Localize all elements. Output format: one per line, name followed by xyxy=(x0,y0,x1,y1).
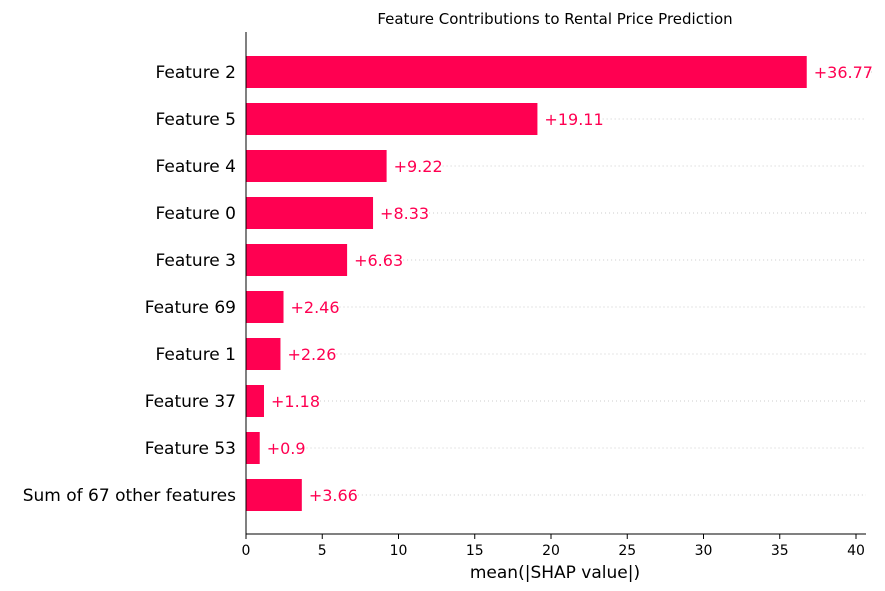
x-tick-label: 35 xyxy=(771,543,789,559)
x-tick-label: 40 xyxy=(847,543,865,559)
y-tick-label: Feature 69 xyxy=(145,298,236,318)
bar-feature-69 xyxy=(246,291,284,323)
value-label: +9.22 xyxy=(394,157,443,176)
value-label: +6.63 xyxy=(354,251,403,270)
value-label: +36.77 xyxy=(814,63,873,82)
x-tick-label: 20 xyxy=(542,543,560,559)
y-tick-label: Feature 0 xyxy=(156,204,236,224)
y-tick-label: Feature 3 xyxy=(156,251,236,271)
value-label: +3.66 xyxy=(309,486,358,505)
bar-feature-2 xyxy=(246,56,807,88)
value-label: +1.18 xyxy=(271,392,320,411)
bars xyxy=(246,56,807,511)
chart-title: Feature Contributions to Rental Price Pr… xyxy=(377,10,732,28)
value-labels: +36.77 +19.11 +9.22 +8.33 +6.63 +2.46 +2.26 +1.… xyxy=(267,63,873,505)
x-tick-label: 30 xyxy=(695,543,713,559)
y-tick-label: Feature 37 xyxy=(145,392,236,412)
x-axis-label: mean(|SHAP value|) xyxy=(470,563,640,583)
x-tick-label: 0 xyxy=(242,543,251,559)
y-tick-label: Feature 2 xyxy=(156,63,236,83)
bar-feature-1 xyxy=(246,338,281,370)
x-axis-ticks: 0 5 10 15 20 25 30 35 40 xyxy=(242,534,865,559)
y-tick-label: Feature 4 xyxy=(156,157,236,177)
y-tick-label: Feature 1 xyxy=(156,345,236,365)
value-label: +2.46 xyxy=(291,298,340,317)
bar-feature-3 xyxy=(246,244,348,276)
y-axis-labels: Feature 2 Feature 5 Feature 4 Feature 0 Feat… xyxy=(23,63,236,506)
value-label: +19.11 xyxy=(544,110,603,129)
y-tick-label: Feature 5 xyxy=(156,110,236,130)
x-tick-label: 10 xyxy=(390,543,408,559)
bar-feature-53 xyxy=(246,432,260,464)
value-label: +0.9 xyxy=(267,439,306,458)
grid-lines xyxy=(306,71,872,496)
value-label: +2.26 xyxy=(287,345,336,364)
bar-feature-5 xyxy=(246,103,538,135)
bar-sum-of-67-other-features xyxy=(246,479,302,511)
x-tick-label: 5 xyxy=(318,543,327,559)
bar-feature-37 xyxy=(246,385,264,417)
bar-feature-4 xyxy=(246,150,387,182)
value-label: +8.33 xyxy=(380,204,429,223)
y-tick-label: Feature 53 xyxy=(145,439,236,459)
bar-feature-0 xyxy=(246,197,374,229)
x-tick-label: 15 xyxy=(466,543,484,559)
x-tick-label: 25 xyxy=(618,543,636,559)
y-tick-label: Sum of 67 other features xyxy=(23,486,236,506)
